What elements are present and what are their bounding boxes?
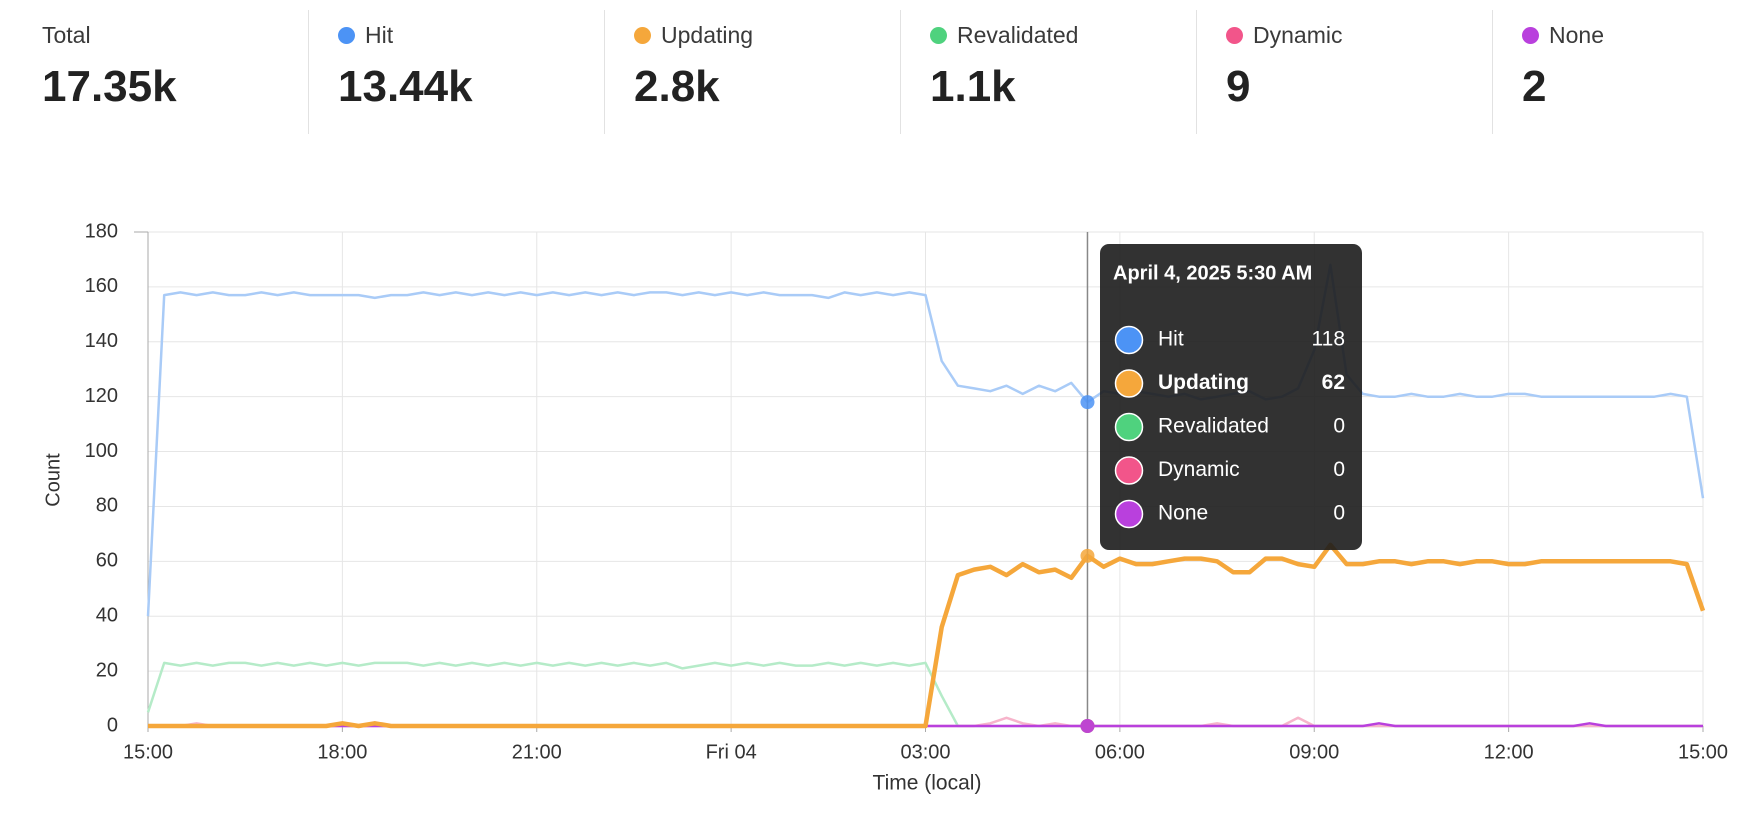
legend-dot: [338, 27, 355, 44]
x-tick-label: 15:00: [1678, 741, 1728, 763]
tooltip-value: 118: [1312, 328, 1345, 351]
series-line: [146, 263, 1705, 617]
stat-label: Updating: [634, 22, 753, 49]
x-tick-label: 15:00: [123, 741, 173, 763]
tooltip-name: None: [1158, 502, 1208, 525]
x-tick-label: 03:00: [900, 741, 950, 763]
y-tick-label: 140: [85, 330, 118, 352]
stats-bar: Total 17.35k Hit 13.44k Updating 2.8k Revali…: [0, 0, 1760, 140]
stat-label: Dynamic: [1226, 22, 1342, 49]
legend-label: Hit: [365, 22, 394, 48]
stat-value: 9: [1226, 62, 1251, 111]
tooltip-swatch: [1114, 499, 1144, 529]
tooltip-name: Hit: [1158, 328, 1184, 351]
x-tick-label: 18:00: [317, 741, 367, 763]
hover-dot: [1080, 548, 1095, 563]
y-tick-label: 120: [85, 385, 118, 407]
tooltip-value: 0: [1333, 458, 1345, 481]
stat-label: Total: [42, 22, 91, 48]
stat: Hit 13.44k: [308, 10, 605, 134]
y-tick-label: 160: [85, 275, 118, 297]
stat-value: 2: [1522, 62, 1547, 111]
legend-label: Dynamic: [1253, 22, 1343, 48]
legend-label: None: [1549, 22, 1604, 48]
stat: Dynamic 9: [1196, 10, 1493, 134]
x-tick-label: Fri 04: [706, 741, 757, 763]
tooltip-name: Updating: [1158, 371, 1249, 394]
stat-value: 13.44k: [338, 62, 473, 111]
tooltip-swatch: [1114, 412, 1144, 442]
stat-label: Hit: [338, 22, 393, 49]
legend-dot: [930, 27, 947, 44]
tooltip: April 4, 2025 5:30 AM Hit 118 Updating 62 Rev…: [1100, 244, 1362, 550]
legend-dot: [1522, 27, 1539, 44]
stat: Updating 2.8k: [604, 10, 901, 134]
y-tick-label: 20: [96, 659, 118, 681]
stat-value: 1.1k: [930, 62, 1016, 111]
legend-dot: [634, 27, 651, 44]
stat-value: 2.8k: [634, 62, 720, 111]
stat-total: Total 17.35k: [0, 10, 309, 134]
tooltip-title: April 4, 2025 5:30 AM: [1113, 262, 1312, 284]
y-tick-label: 80: [96, 495, 118, 517]
y-axis-label: Count: [42, 453, 64, 507]
y-tick-label: 40: [96, 605, 118, 627]
tooltip-value: 0: [1333, 502, 1345, 525]
y-tick-label: 60: [96, 550, 118, 572]
x-tick-label: 09:00: [1289, 741, 1339, 763]
tooltip-swatch: [1114, 369, 1144, 398]
y-tick-label: 0: [107, 714, 118, 736]
stat: Revalidated 1.1k: [900, 10, 1197, 134]
x-tick-label: 06:00: [1095, 741, 1145, 763]
stat-value: 17.35k: [42, 62, 177, 111]
stat-label: None: [1522, 22, 1604, 49]
tooltip-name: Dynamic: [1158, 458, 1240, 481]
hover-dot: [1080, 395, 1095, 410]
legend-label: Updating: [661, 22, 754, 48]
legend-dot: [1226, 27, 1243, 44]
legend-label: Revalidated: [957, 22, 1079, 48]
tooltip-box: [1100, 244, 1362, 550]
stat: None 2: [1492, 10, 1760, 134]
y-tick-label: 180: [85, 220, 118, 242]
x-tick-label: 12:00: [1484, 741, 1534, 763]
tooltip-value: 62: [1322, 371, 1345, 394]
tooltip-name: Revalidated: [1158, 415, 1269, 438]
x-axis-label: Time (local): [873, 772, 982, 795]
stat-label: Revalidated: [930, 22, 1078, 49]
x-tick-label: 21:00: [512, 741, 562, 763]
hover-dot: [1080, 719, 1095, 733]
tooltip-value: 0: [1333, 415, 1345, 438]
y-tick-label: 100: [85, 440, 118, 462]
tooltip-swatch: [1114, 456, 1144, 485]
series-line: [148, 542, 1706, 729]
tooltip-swatch: [1114, 325, 1144, 355]
